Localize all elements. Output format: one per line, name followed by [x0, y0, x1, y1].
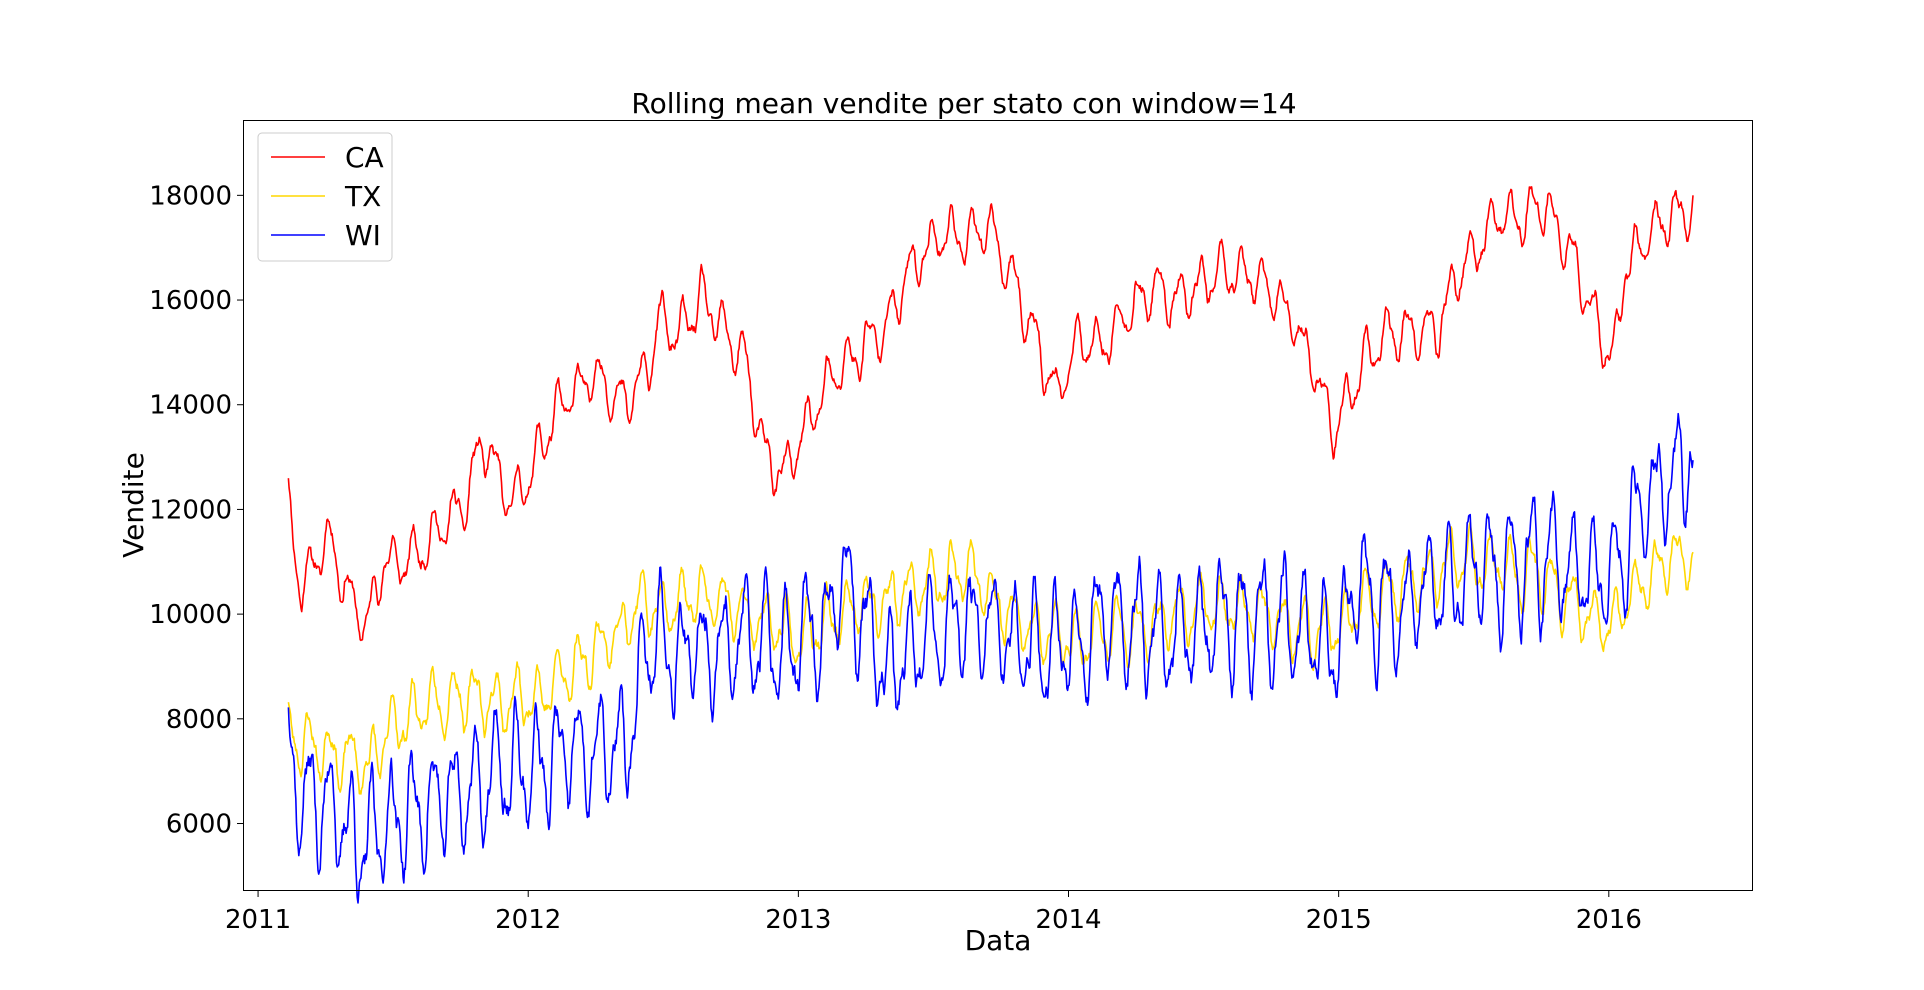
y-tick-label: 12000: [149, 495, 232, 525]
y-tick-label: 10000: [149, 600, 232, 630]
y-tick-label: 18000: [149, 181, 232, 211]
x-tick-label: 2012: [495, 905, 561, 935]
x-tick-label: 2014: [1035, 905, 1101, 935]
legend-label-ca: CA: [345, 141, 384, 174]
y-axis: 6000 8000 10000 12000 14000 16000 18000: [149, 181, 244, 840]
y-tick-label: 6000: [166, 810, 232, 840]
x-tick-label: 2013: [765, 905, 831, 935]
chart-title: Rolling mean vendite per stato con windo…: [631, 87, 1296, 120]
y-axis-label: Vendite: [117, 452, 150, 558]
x-tick-label: 2011: [225, 905, 291, 935]
series-line-ca: [287, 186, 1694, 642]
x-tick-label: 2015: [1306, 905, 1372, 935]
series-layer: [287, 186, 1694, 904]
legend-label-tx: TX: [344, 180, 381, 213]
x-axis: 2011 2012 2013 2014 2015 2016: [225, 890, 1642, 935]
y-tick-label: 8000: [166, 705, 232, 735]
y-tick-label: 14000: [149, 391, 232, 421]
series-line-tx: [287, 521, 1694, 795]
x-axis-label: Data: [965, 924, 1032, 957]
series-line-wi: [287, 412, 1694, 904]
plot-frame: [243, 120, 1753, 891]
legend-box: [257, 132, 393, 262]
y-tick-label: 16000: [149, 286, 232, 316]
legend-label-wi: WI: [345, 219, 381, 252]
legend: CA TX WI: [257, 132, 393, 262]
x-tick-label: 2016: [1576, 905, 1642, 935]
